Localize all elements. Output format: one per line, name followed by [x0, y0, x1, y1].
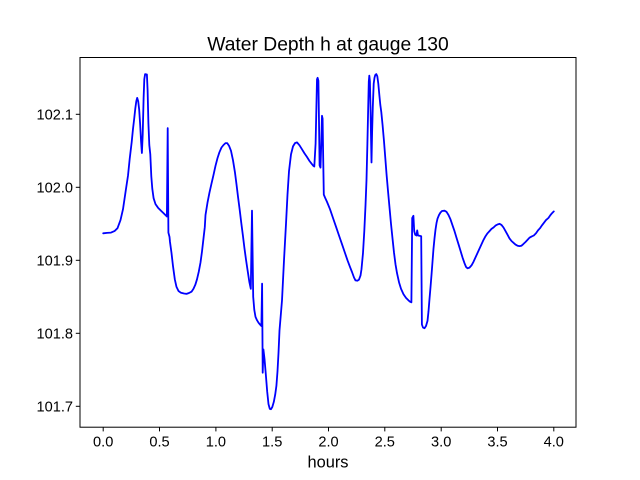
svg-text:102.1: 102.1	[36, 107, 73, 123]
svg-text:2.5: 2.5	[375, 435, 395, 451]
svg-text:3.0: 3.0	[431, 435, 451, 451]
svg-text:Water Depth h at gauge 130: Water Depth h at gauge 130	[207, 35, 449, 56]
svg-text:101.7: 101.7	[36, 399, 73, 415]
svg-text:101.8: 101.8	[36, 326, 73, 342]
svg-text:hours: hours	[307, 454, 348, 472]
svg-text:102.0: 102.0	[36, 180, 73, 196]
svg-text:1.0: 1.0	[206, 435, 226, 451]
svg-text:0.0: 0.0	[93, 435, 113, 451]
svg-text:3.5: 3.5	[487, 435, 507, 451]
svg-text:1.5: 1.5	[262, 435, 282, 451]
svg-text:4.0: 4.0	[544, 435, 564, 451]
svg-text:0.5: 0.5	[149, 435, 169, 451]
svg-text:101.9: 101.9	[36, 253, 73, 269]
svg-text:2.0: 2.0	[318, 435, 338, 451]
